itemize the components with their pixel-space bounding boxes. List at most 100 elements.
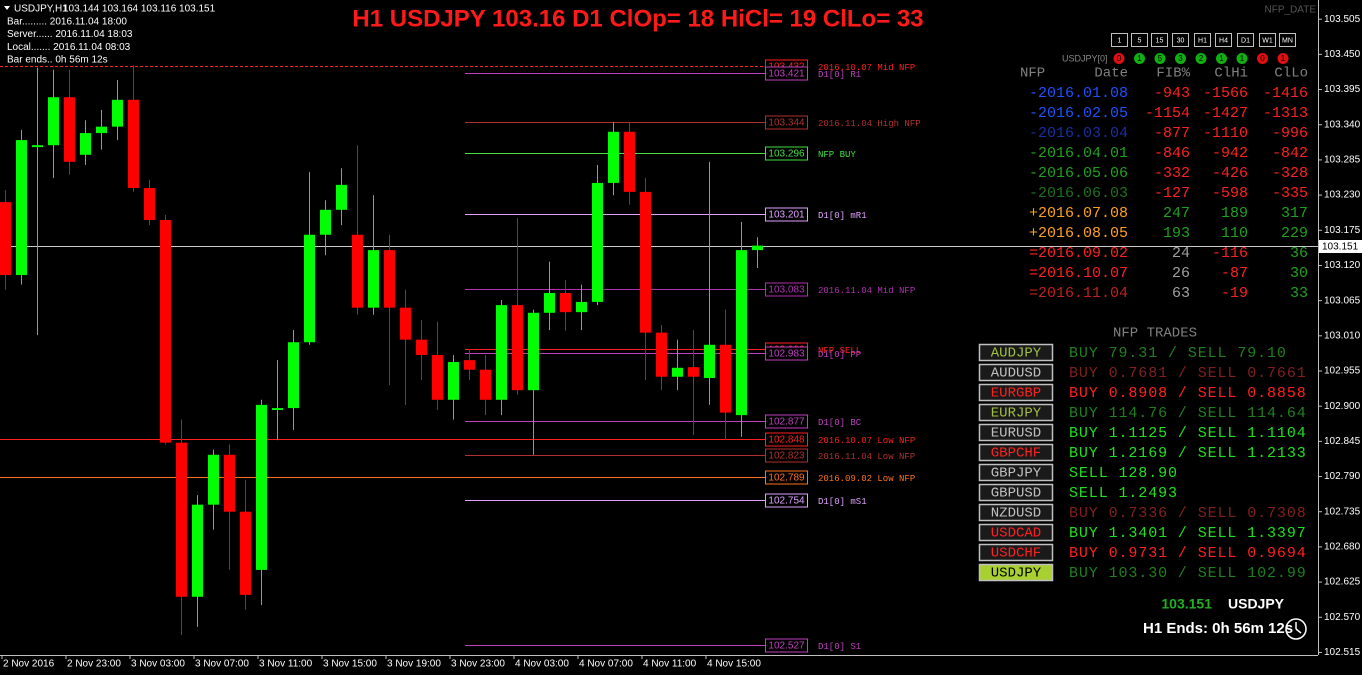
timeframe-button[interactable]: 5 — [1131, 33, 1148, 47]
chart-title: H1 USDJPY 103.16 D1 ClOp= 18 HiCl= 19 Cl… — [352, 5, 923, 32]
level-price-label: 103.296 — [768, 149, 805, 160]
candle-body — [736, 250, 747, 416]
timeframe-button[interactable]: MN — [1279, 33, 1296, 47]
timeframe-label: D1 — [1241, 37, 1250, 44]
strength-dot-label: 1 — [1240, 54, 1245, 63]
symbol-button-label: EURUSD — [991, 426, 1041, 442]
level-price-label: 102.789 — [768, 473, 805, 484]
level-price-label: 103.421 — [768, 69, 805, 80]
timeframe-button[interactable]: 1 — [1111, 33, 1128, 47]
trade-text: BUY 0.9731 / SELL 0.9694 — [1069, 545, 1307, 562]
strength-dot-label: 5 — [1158, 54, 1163, 63]
level-price-label: 102.754 — [768, 496, 805, 507]
footer-timer: H1 Ends: 0h 56m 12s — [1143, 620, 1293, 637]
symbol-button[interactable]: GBPUSD — [978, 483, 1054, 502]
symbol-button[interactable]: GBPCHF — [978, 443, 1054, 462]
info-line: Local....... 2016.11.04 08:03 — [7, 42, 131, 53]
nfp-cell: -943 — [1154, 85, 1190, 102]
timeframe-label: 30 — [1177, 37, 1185, 44]
timeframe-box — [1259, 33, 1276, 47]
nfp-cell: -2016.05.06 — [1029, 165, 1128, 182]
nfp-cell: -846 — [1154, 145, 1190, 162]
bid-label: 103.151 — [1322, 242, 1359, 253]
level-text: D1[0] S1 — [818, 642, 861, 652]
candle-body — [752, 245, 763, 251]
info-symbol: USDJPY,H1 — [14, 4, 68, 15]
x-tick-label: 3 Nov 19:00 — [387, 659, 441, 670]
info-line: Server...... 2016.11.04 18:03 — [7, 29, 133, 40]
level-price-box — [765, 414, 808, 429]
footer-price: 103.151 — [1161, 596, 1212, 612]
menu-arrow[interactable] — [4, 6, 10, 10]
trade-text: BUY 1.2169 / SELL 1.2133 — [1069, 445, 1307, 462]
level-price-box — [765, 448, 808, 463]
candle-body — [16, 140, 27, 276]
nfp-cell: -1313 — [1263, 105, 1308, 122]
x-tick-label: 3 Nov 15:00 — [323, 659, 377, 670]
candle-body — [544, 292, 555, 313]
nfp-cell: -2016.04.01 — [1029, 145, 1128, 162]
nfp-cell: -1416 — [1263, 85, 1308, 102]
candle-body — [208, 454, 219, 505]
symbol-button[interactable]: AUDJPY — [978, 343, 1054, 362]
symbol-button-label: GBPJPY — [991, 466, 1042, 482]
indicator-name: NFP_DATE — [1265, 5, 1317, 16]
symbol-button[interactable]: USDJPY — [978, 563, 1054, 582]
trade-text: SELL 128.90 — [1069, 465, 1178, 482]
nfp-cell: -1110 — [1203, 125, 1248, 142]
level-text: 2016.10.07 Low NFP — [818, 436, 915, 446]
nfp-cell: 30 — [1290, 265, 1308, 282]
nfp-header-cell: Date — [1094, 66, 1128, 82]
timeframe-button[interactable]: H4 — [1215, 33, 1232, 47]
candle-body — [336, 184, 347, 210]
candle-body — [272, 408, 283, 411]
level-price-box — [765, 66, 808, 81]
x-tick-label: 3 Nov 11:00 — [259, 659, 313, 670]
nfp-cell: -335 — [1272, 185, 1308, 202]
nfp-cell: 189 — [1221, 205, 1248, 222]
symbol-button[interactable]: EURGBP — [978, 383, 1054, 402]
timeframe-button[interactable]: 15 — [1151, 33, 1168, 47]
symbol-button[interactable]: USDCAD — [978, 523, 1054, 542]
nfp-cell: -996 — [1272, 125, 1308, 142]
nfp-cell: -2016.01.08 — [1029, 85, 1128, 102]
symbol-button[interactable]: USDCHF — [978, 543, 1054, 562]
symbol-button-box — [978, 523, 1054, 542]
symbol-button[interactable]: GBPJPY — [978, 463, 1054, 482]
trade-text: BUY 1.1125 / SELL 1.1104 — [1069, 425, 1307, 442]
nfp-cell: 247 — [1163, 205, 1190, 222]
strength-dot — [1113, 53, 1125, 64]
symbol-button-label: EURGBP — [991, 386, 1041, 402]
candle-body — [320, 209, 331, 235]
symbol-button[interactable]: EURJPY — [978, 403, 1054, 422]
symbol-button-box — [978, 563, 1054, 582]
symbol-button-label: USDCHF — [991, 546, 1041, 562]
symbol-button-label: AUDJPY — [991, 346, 1042, 362]
symbol-button[interactable]: AUDUSD — [978, 363, 1054, 382]
y-tick-label: 102.790 — [1324, 471, 1361, 482]
timeframe-button[interactable]: 30 — [1172, 33, 1189, 47]
x-tick-label: 3 Nov 07:00 — [195, 659, 249, 670]
symbol-button[interactable]: EURUSD — [978, 423, 1054, 442]
nfp-header-cell: ClLo — [1274, 66, 1308, 82]
timeframe-button[interactable]: D1 — [1237, 33, 1254, 47]
level-price-box — [765, 470, 808, 485]
symbol-button[interactable]: NZDUSD — [978, 503, 1054, 522]
candle-body — [384, 250, 395, 308]
candle-body — [80, 133, 91, 155]
level-price-box — [765, 493, 808, 508]
level-price-label: 103.201 — [768, 210, 805, 221]
timeframe-box — [1131, 33, 1148, 47]
candle-body — [0, 202, 11, 276]
symbol-button-box — [978, 443, 1054, 462]
timeframe-button[interactable]: W1 — [1259, 33, 1276, 47]
nfp-cell: -2016.06.03 — [1029, 185, 1128, 202]
trade-text: BUY 1.3401 / SELL 1.3397 — [1069, 525, 1307, 542]
candle-body — [160, 220, 171, 443]
timeframe-button[interactable]: H1 — [1194, 33, 1211, 47]
candle-body — [224, 454, 235, 512]
symbol-button-label: USDJPY — [991, 566, 1042, 582]
symbol-button-label: EURJPY — [991, 406, 1042, 422]
